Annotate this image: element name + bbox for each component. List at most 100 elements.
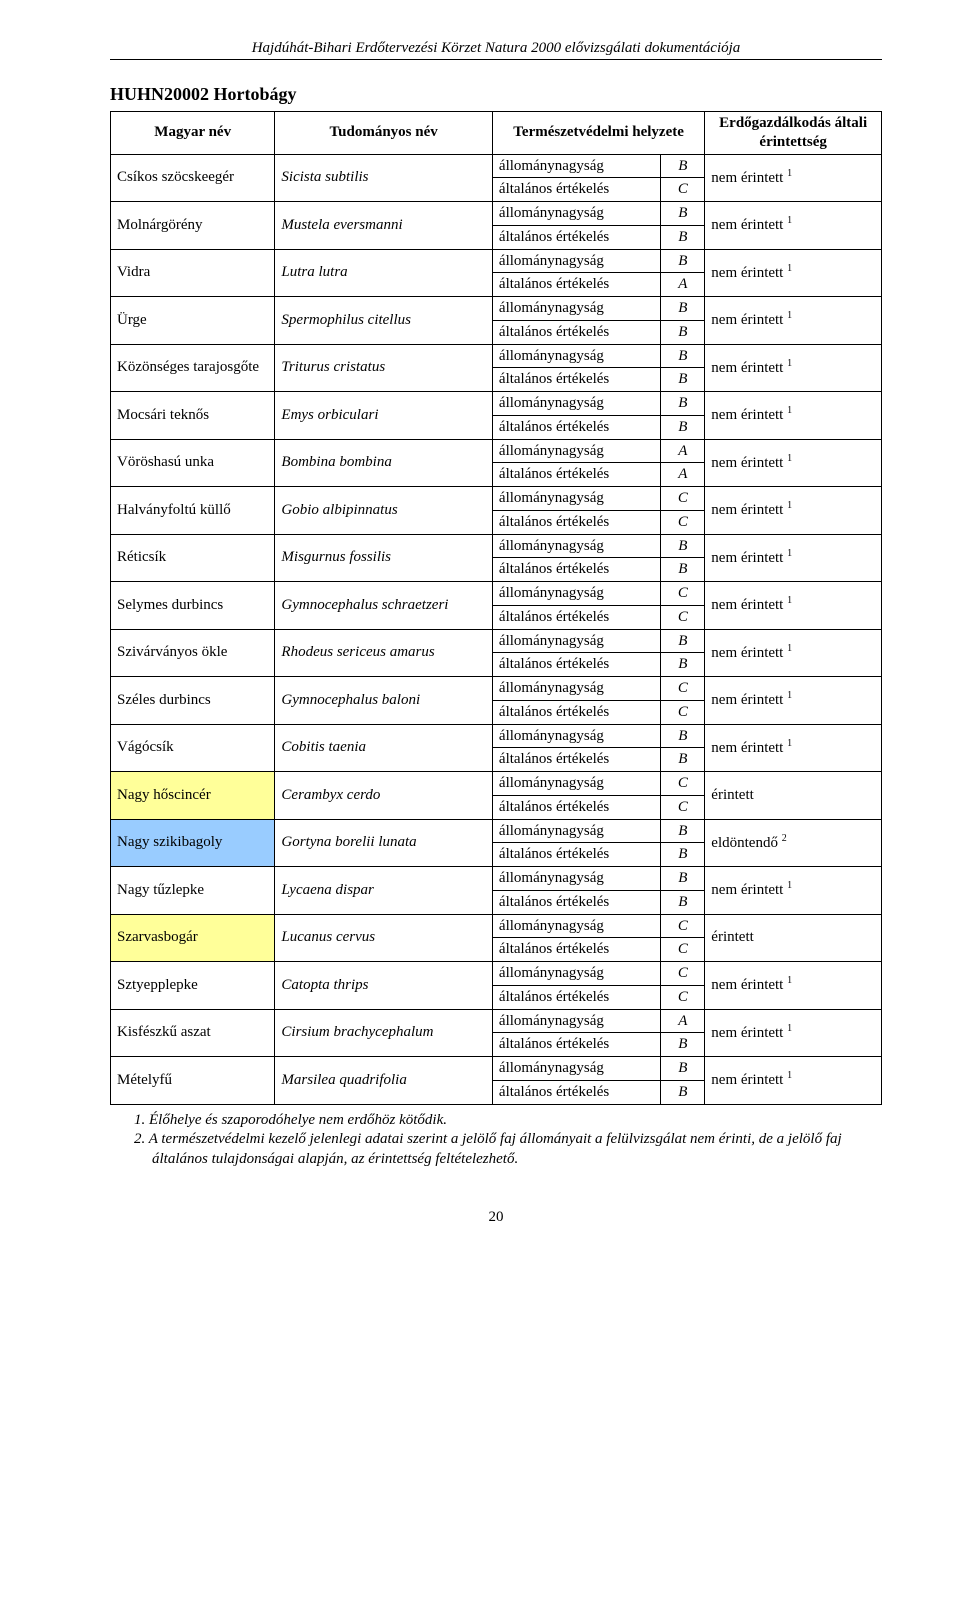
table-row: SztyepplepkeCatopta thripsállománynagysá… bbox=[111, 962, 882, 986]
metric-value-population: C bbox=[661, 914, 705, 938]
impact-text: nem érintett bbox=[711, 360, 783, 376]
impact-cell: nem érintett 1 bbox=[705, 629, 882, 677]
table-body: Csíkos szöcskeegérSicista subtilisállomá… bbox=[111, 154, 882, 1104]
scientific-name: Cerambyx cerdo bbox=[275, 772, 493, 820]
impact-superscript: 1 bbox=[787, 1023, 792, 1034]
metric-value-general: B bbox=[661, 1033, 705, 1057]
metric-value-population: B bbox=[661, 392, 705, 416]
impact-cell: nem érintett 1 bbox=[705, 202, 882, 250]
impact-superscript: 1 bbox=[787, 1070, 792, 1081]
hungarian-name: Vöröshasú unka bbox=[111, 439, 275, 487]
metric-value-population: A bbox=[661, 1009, 705, 1033]
hungarian-name: Halványfoltú küllő bbox=[111, 487, 275, 535]
hungarian-name: Nagy szikibagoly bbox=[111, 819, 275, 867]
metric-label-population: állománynagyság bbox=[492, 677, 660, 701]
scientific-name: Bombina bombina bbox=[275, 439, 493, 487]
metric-label-population: állománynagyság bbox=[492, 1057, 660, 1081]
impact-cell: nem érintett 1 bbox=[705, 724, 882, 772]
impact-superscript: 1 bbox=[787, 690, 792, 701]
metric-label-general: általános értékelés bbox=[492, 748, 660, 772]
metric-label-general: általános értékelés bbox=[492, 795, 660, 819]
impact-text: nem érintett bbox=[711, 692, 783, 708]
metric-value-general: A bbox=[661, 273, 705, 297]
scientific-name: Gobio albipinnatus bbox=[275, 487, 493, 535]
table-row: Széles durbincsGymnocephalus baloniállom… bbox=[111, 677, 882, 701]
scientific-name: Lucanus cervus bbox=[275, 914, 493, 962]
table-row: Szivárványos ökleRhodeus sericeus amarus… bbox=[111, 629, 882, 653]
impact-text: érintett bbox=[711, 929, 753, 945]
metric-label-population: állománynagyság bbox=[492, 914, 660, 938]
col-header-impact: Erdőgazdálkodás általi érintettség bbox=[705, 112, 882, 155]
table-row: Nagy szikibagolyGortyna borelii lunataál… bbox=[111, 819, 882, 843]
scientific-name: Misgurnus fossilis bbox=[275, 534, 493, 582]
metric-value-population: B bbox=[661, 202, 705, 226]
impact-text: nem érintett bbox=[711, 312, 783, 328]
metric-value-population: A bbox=[661, 439, 705, 463]
impact-text: nem érintett bbox=[711, 502, 783, 518]
metric-label-population: állománynagyság bbox=[492, 534, 660, 558]
impact-cell: érintett bbox=[705, 772, 882, 820]
table-row: MolnárgörényMustela eversmanniállományna… bbox=[111, 202, 882, 226]
metric-label-population: állománynagyság bbox=[492, 202, 660, 226]
table-row: Vöröshasú unkaBombina bombinaállománynag… bbox=[111, 439, 882, 463]
metric-value-general: B bbox=[661, 225, 705, 249]
metric-label-general: általános értékelés bbox=[492, 843, 660, 867]
section-title: HUHN20002 Hortobágy bbox=[110, 84, 882, 105]
metric-value-general: B bbox=[661, 558, 705, 582]
impact-text: nem érintett bbox=[711, 1072, 783, 1088]
hungarian-name: Nagy tűzlepke bbox=[111, 867, 275, 915]
metric-label-population: állománynagyság bbox=[492, 1009, 660, 1033]
metric-value-general: C bbox=[661, 700, 705, 724]
table-header: Magyar név Tudományos név Természetvédel… bbox=[111, 112, 882, 155]
impact-superscript: 2 bbox=[782, 833, 787, 844]
table-row: ÜrgeSpermophilus citellusállománynagyság… bbox=[111, 297, 882, 321]
scientific-name: Marsilea quadrifolia bbox=[275, 1057, 493, 1105]
table-row: VágócsíkCobitis taeniaállománynagyságBne… bbox=[111, 724, 882, 748]
impact-superscript: 1 bbox=[787, 500, 792, 511]
table-row: Csíkos szöcskeegérSicista subtilisállomá… bbox=[111, 154, 882, 178]
impact-text: nem érintett bbox=[711, 1025, 783, 1041]
hungarian-name: Kisfészkű aszat bbox=[111, 1009, 275, 1057]
impact-cell: nem érintett 1 bbox=[705, 962, 882, 1010]
impact-cell: nem érintett 1 bbox=[705, 1009, 882, 1057]
metric-label-general: általános értékelés bbox=[492, 463, 660, 487]
scientific-name: Cobitis taenia bbox=[275, 724, 493, 772]
species-table: Magyar név Tudományos név Természetvédel… bbox=[110, 111, 882, 1105]
metric-value-population: B bbox=[661, 819, 705, 843]
impact-text: nem érintett bbox=[711, 882, 783, 898]
impact-text: nem érintett bbox=[711, 550, 783, 566]
metric-value-general: C bbox=[661, 938, 705, 962]
impact-text: nem érintett bbox=[711, 265, 783, 281]
hungarian-name: Nagy hőscincér bbox=[111, 772, 275, 820]
metric-label-general: általános értékelés bbox=[492, 653, 660, 677]
table-row: RéticsíkMisgurnus fossilisállománynagysá… bbox=[111, 534, 882, 558]
metric-label-general: általános értékelés bbox=[492, 273, 660, 297]
metric-value-general: C bbox=[661, 510, 705, 534]
impact-text: eldöntendő bbox=[711, 835, 778, 851]
impact-cell: nem érintett 1 bbox=[705, 154, 882, 202]
metric-label-general: általános értékelés bbox=[492, 985, 660, 1009]
metric-value-general: B bbox=[661, 320, 705, 344]
impact-superscript: 1 bbox=[787, 595, 792, 606]
metric-value-general: B bbox=[661, 415, 705, 439]
impact-superscript: 1 bbox=[787, 310, 792, 321]
scientific-name: Spermophilus citellus bbox=[275, 297, 493, 345]
hungarian-name: Sztyepplepke bbox=[111, 962, 275, 1010]
col-header-hu: Magyar név bbox=[111, 112, 275, 155]
metric-label-general: általános értékelés bbox=[492, 1033, 660, 1057]
impact-cell: nem érintett 1 bbox=[705, 297, 882, 345]
scientific-name: Rhodeus sericeus amarus bbox=[275, 629, 493, 677]
metric-value-general: C bbox=[661, 605, 705, 629]
scientific-name: Catopta thrips bbox=[275, 962, 493, 1010]
metric-value-general: C bbox=[661, 178, 705, 202]
hungarian-name: Ürge bbox=[111, 297, 275, 345]
hungarian-name: Molnárgörény bbox=[111, 202, 275, 250]
impact-cell: nem érintett 1 bbox=[705, 867, 882, 915]
metric-label-population: állománynagyság bbox=[492, 582, 660, 606]
scientific-name: Lutra lutra bbox=[275, 249, 493, 297]
hungarian-name: Szarvasbogár bbox=[111, 914, 275, 962]
metric-label-general: általános értékelés bbox=[492, 415, 660, 439]
metric-value-population: C bbox=[661, 487, 705, 511]
metric-label-population: állománynagyság bbox=[492, 344, 660, 368]
metric-label-general: általános értékelés bbox=[492, 368, 660, 392]
